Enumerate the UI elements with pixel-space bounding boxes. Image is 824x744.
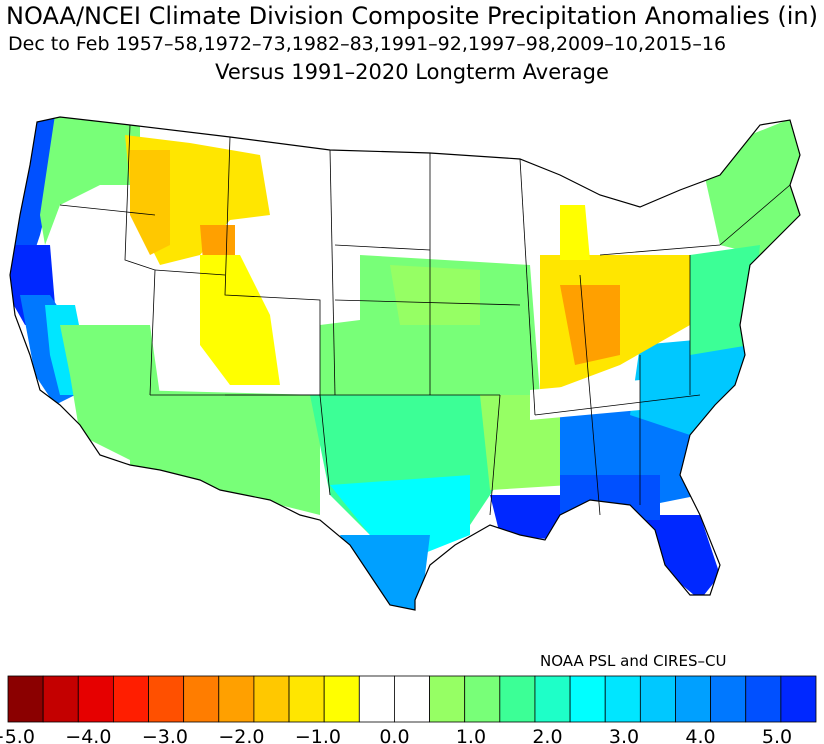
- region-indiana-core: [560, 285, 620, 365]
- region-plains-green2: [390, 265, 480, 325]
- legend-color-box: [429, 675, 466, 723]
- state-boundaries: [59, 124, 791, 516]
- region-tennessee: [530, 380, 640, 420]
- region-nw-interior-green: [40, 117, 140, 245]
- legend-color-box: [148, 675, 185, 723]
- legend-color-box: [183, 675, 220, 723]
- legend-color-box: [358, 675, 395, 723]
- legend-color-box: [710, 675, 747, 723]
- legend-tick-label: 3.0: [609, 726, 639, 744]
- legend-tick-label: −3.0: [142, 726, 188, 744]
- region-utah-colorado: [200, 255, 280, 385]
- region-south-texas: [340, 535, 430, 610]
- us-precip-anomaly-map: [9, 116, 801, 611]
- us-outline: [9, 116, 801, 611]
- legend-tick-label: −4.0: [65, 726, 111, 744]
- region-michigan: [560, 205, 590, 260]
- legend-tick-label: 1.0: [456, 726, 486, 744]
- credit-text: NOAA PSL and CIRES–CU: [540, 652, 727, 670]
- legend-color-box: [569, 675, 606, 723]
- map-subtitle-baseline: Versus 1991–2020 Longterm Average: [215, 60, 609, 84]
- region-gulf-coast: [490, 495, 560, 540]
- region-desert-sw: [130, 390, 320, 515]
- legend-color-box: [780, 675, 817, 723]
- map-title: NOAA/NCEI Climate Division Composite Pre…: [6, 2, 818, 30]
- legend-color-box: [42, 675, 79, 723]
- legend-color-box: [675, 675, 712, 723]
- legend-color-box: [253, 675, 290, 723]
- legend-color-box: [394, 675, 430, 723]
- region-lower-miss: [480, 395, 570, 490]
- legend-color-box: [323, 675, 360, 723]
- region-texas-east: [330, 475, 470, 555]
- map-subtitle-seasons: Dec to Feb 1957–58,1972–73,1982–83,1991–…: [8, 33, 727, 55]
- region-gulf-florida-blue: [560, 475, 660, 520]
- legend-tick-label: −2.0: [218, 726, 264, 744]
- legend-tick-label: −1.0: [295, 726, 341, 744]
- legend-color-box: [7, 675, 44, 723]
- legend-color-box: [288, 675, 325, 723]
- legend-tick-label: 4.0: [685, 726, 715, 744]
- legend-tick-label: 0.0: [379, 726, 409, 744]
- legend-tick-label: 5.0: [762, 726, 792, 744]
- legend-color-box: [499, 675, 536, 723]
- legend-color-box: [745, 675, 782, 723]
- region-florida: [640, 515, 720, 600]
- legend-color-box: [77, 675, 114, 723]
- legend-color-box: [218, 675, 255, 723]
- legend-color-box: [639, 675, 676, 723]
- legend-tick-label: 2.0: [532, 726, 562, 744]
- legend-color-box: [534, 675, 571, 723]
- legend-color-box: [604, 675, 641, 723]
- legend-color-box: [464, 675, 501, 723]
- region-mid-atlantic: [690, 245, 760, 355]
- region-idaho-core: [130, 150, 170, 255]
- legend-tick-label: −5.0: [0, 726, 35, 744]
- legend-color-box: [112, 675, 149, 723]
